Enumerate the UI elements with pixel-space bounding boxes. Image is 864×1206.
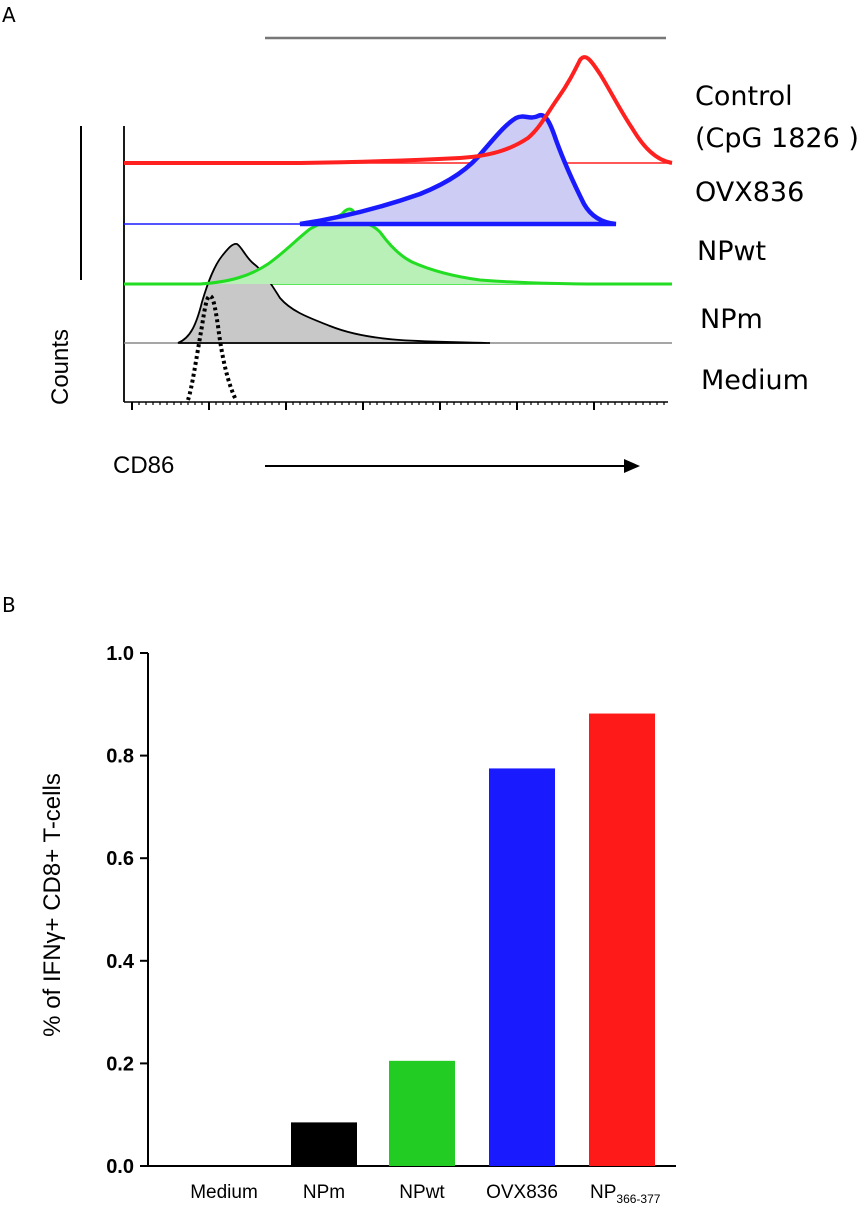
control-histogram: [124, 55, 673, 165]
bar-ytick-marks: [140, 652, 148, 1167]
xlabel-arrow: [265, 459, 640, 473]
category-label-npm: NPm: [303, 1182, 345, 1203]
ytick-label-3: 0.6: [106, 848, 134, 870]
histogram-x-ticks: [131, 402, 665, 410]
bar-ovx836: [489, 768, 555, 1166]
legend-npm: NPm: [700, 304, 763, 335]
bar-npm: [291, 1122, 357, 1166]
ytick-label-2: 0.4: [106, 951, 135, 973]
category-label-ovx836: OVX836: [486, 1182, 558, 1203]
legend-npwt: NPwt: [697, 236, 766, 267]
category-label-npwt: NPwt: [399, 1182, 445, 1203]
legend-control-line2: (CpG 1826 ): [695, 123, 859, 154]
np-label-base: NP: [590, 1182, 616, 1203]
ytick-label-4: 0.8: [106, 746, 134, 768]
npm-histogram: [177, 243, 491, 344]
ytick-label-5: 1.0: [106, 643, 134, 665]
bar-chart: 0.0 0.2 0.4 0.6 0.8 1.0 Medium NPm NPwt …: [39, 643, 676, 1206]
ytick-label-1: 0.2: [106, 1053, 134, 1075]
panel-b-letter: B: [2, 593, 16, 617]
legend-control-line1: Control: [695, 81, 793, 112]
histogram-xlabel: CD86: [113, 452, 174, 479]
bar-np366-377: [589, 713, 655, 1166]
histogram-ylabel: Counts: [47, 329, 74, 405]
histogram-panel: Control (CpG 1826 ) OVX836 NPwt NPm Medi…: [47, 36, 859, 479]
panel-a-letter: A: [2, 3, 16, 27]
medium-histogram: [186, 293, 238, 401]
legend-ovx836: OVX836: [695, 177, 804, 208]
np-label-subscript: 366-377: [616, 1192, 660, 1206]
bar-npwt: [389, 1060, 455, 1166]
ytick-label-0: 0.0: [106, 1156, 134, 1178]
bar-ylabel: % of IFNγ+ CD8+ T-cells: [39, 773, 66, 1037]
category-label-medium: Medium: [190, 1182, 258, 1203]
ovx836-histogram: [299, 112, 617, 227]
category-label-np366-377: NP366-377: [590, 1182, 661, 1206]
legend-medium: Medium: [701, 365, 809, 396]
